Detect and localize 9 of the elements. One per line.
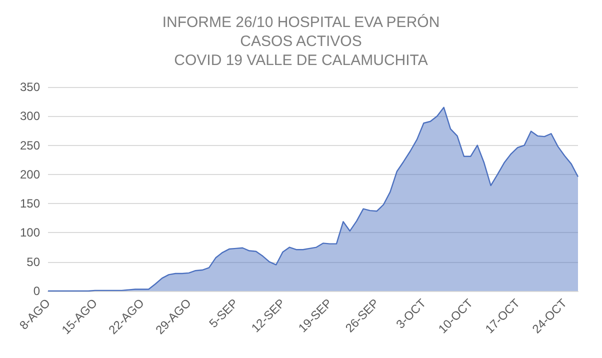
y-tick-label: 200: [20, 167, 40, 182]
y-tick-label: 150: [20, 196, 40, 211]
y-tick-label: 250: [20, 138, 40, 152]
y-tick-label: 350: [20, 80, 40, 94]
y-tick-label: 300: [20, 109, 40, 124]
y-tick-label: 50: [26, 254, 40, 269]
chart-title: INFORME 26/10 HOSPITAL EVA PERÓN CASOS ACTIVOS COVID 19 VALLE DE CALAMUCHITA: [162, 13, 440, 69]
y-tick-label: 0: [33, 284, 40, 298]
y-tick-label: 100: [20, 226, 40, 240]
